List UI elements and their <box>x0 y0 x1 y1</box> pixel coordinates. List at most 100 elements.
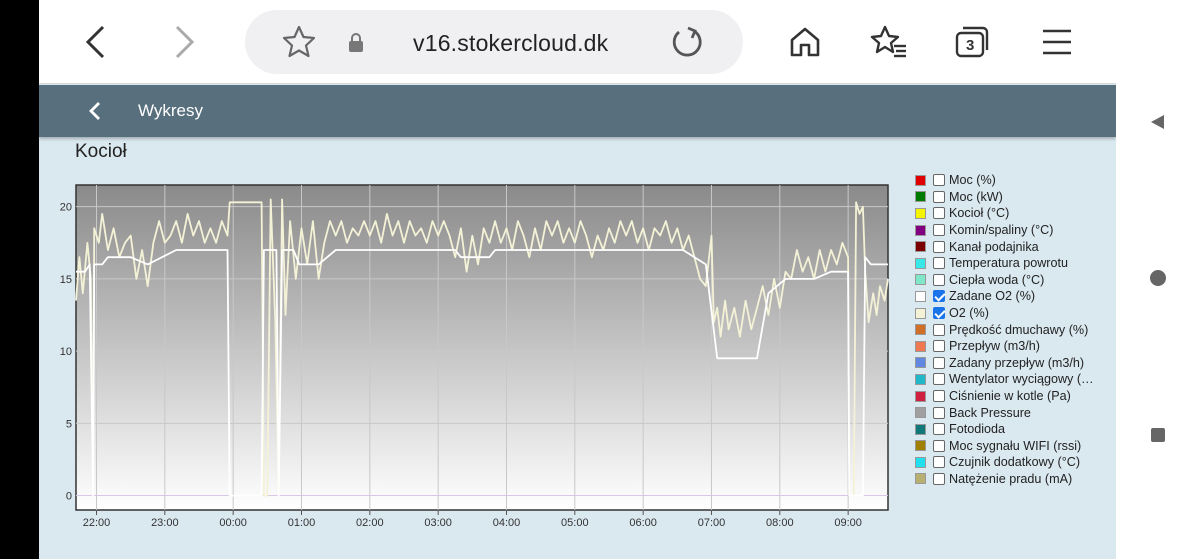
legend-label: Natężenie pradu (mA) <box>949 471 1073 486</box>
legend-item[interactable]: Moc (%) <box>915 172 1115 189</box>
system-back-button[interactable] <box>1142 106 1174 138</box>
legend-checkbox[interactable] <box>933 439 945 452</box>
legend-item[interactable]: Fotodioda <box>915 421 1115 438</box>
legend-checkbox[interactable] <box>933 224 945 237</box>
legend-swatch <box>915 207 926 219</box>
legend-checkbox[interactable] <box>933 290 945 303</box>
y-tick-label: 15 <box>60 274 72 286</box>
legend-swatch <box>915 357 926 369</box>
star-icon[interactable] <box>281 24 317 60</box>
legend-item[interactable]: Back Pressure <box>915 404 1115 421</box>
chevron-left-icon <box>85 25 105 59</box>
legend-swatch <box>915 340 926 352</box>
legend-item[interactable]: Moc (kW) <box>915 189 1115 206</box>
legend-item[interactable]: Komin/spaliny (°C) <box>915 222 1115 239</box>
x-tick-label: 05:00 <box>561 517 589 529</box>
legend-checkbox[interactable] <box>933 257 945 270</box>
x-tick-label: 03:00 <box>424 517 452 529</box>
x-tick-label: 09:00 <box>834 517 862 529</box>
system-recents-button[interactable] <box>1142 419 1174 451</box>
legend-checkbox[interactable] <box>933 323 945 336</box>
x-tick-label: 22:00 <box>83 517 111 529</box>
app-screen: v16.stokercloud.dk 3 Wykresy Kocioł <box>39 0 1116 559</box>
menu-button[interactable] <box>1037 22 1077 62</box>
legend-checkbox[interactable] <box>933 373 945 386</box>
y-tick-label: 10 <box>60 346 72 358</box>
home-icon <box>790 27 820 57</box>
x-tick-label: 23:00 <box>151 517 179 529</box>
legend-label: Moc (%) <box>949 173 996 188</box>
legend-label: Moc sygnału WIFI (rssi) <box>949 438 1082 453</box>
legend-item[interactable]: Prędkość dmuchawy (%) <box>915 321 1115 338</box>
legend-checkbox[interactable] <box>933 472 945 485</box>
legend-item[interactable]: Temperatura powrotu <box>915 255 1115 272</box>
tabs-icon <box>955 26 989 58</box>
legend-swatch <box>915 290 926 302</box>
chevron-right-icon <box>175 25 195 59</box>
legend-item[interactable]: Ciepła woda (°C) <box>915 272 1115 289</box>
x-tick-label: 07:00 <box>698 517 726 529</box>
x-tick-label: 02:00 <box>356 517 384 529</box>
legend-checkbox[interactable] <box>933 406 945 419</box>
x-tick-label: 01:00 <box>288 517 316 529</box>
x-axis: 22:00 23:00 00:00 01:00 02:00 03:00 04:00 05:00… <box>83 510 862 529</box>
legend-swatch <box>915 274 926 286</box>
series-line-zadane-o2 <box>76 249 888 497</box>
legend-checkbox[interactable] <box>933 423 945 436</box>
bookmarks-button[interactable] <box>869 22 909 62</box>
legend-label: Ciepła woda (°C) <box>949 272 1045 287</box>
legend-swatch <box>915 440 926 452</box>
circle-home-icon <box>1150 270 1166 286</box>
back-arrow-icon[interactable] <box>87 100 103 122</box>
legend-label: Fotodioda <box>949 422 1006 437</box>
back-button[interactable] <box>76 22 116 62</box>
y-tick-label: 0 <box>66 491 72 503</box>
legend-checkbox[interactable] <box>933 240 945 253</box>
app-header: Wykresy <box>39 85 1116 137</box>
legend-item[interactable]: Czujnik dodatkowy (°C) <box>915 454 1115 471</box>
legend-item[interactable]: Kanał podajnika <box>915 238 1115 255</box>
hamburger-menu-icon <box>1043 29 1071 55</box>
legend-item[interactable]: Zadane O2 (%) <box>915 288 1115 305</box>
y-axis: 0 5 10 15 20 <box>60 202 72 503</box>
system-home-button[interactable] <box>1142 262 1174 294</box>
address-bar[interactable]: v16.stokercloud.dk <box>245 10 743 74</box>
legend-swatch <box>915 407 926 419</box>
legend-swatch <box>915 456 926 468</box>
legend-item[interactable]: Kocioł (°C) <box>915 205 1115 222</box>
home-button[interactable] <box>785 22 825 62</box>
legend-swatch <box>915 224 926 236</box>
legend-label: Czujnik dodatkowy (°C) <box>949 455 1081 470</box>
legend-label: Zadane O2 (%) <box>949 289 1036 304</box>
legend-item[interactable]: Natężenie pradu (mA) <box>915 471 1115 488</box>
legend-item[interactable]: Ciśnienie w kotle (Pa) <box>915 388 1115 405</box>
legend-checkbox[interactable] <box>933 307 945 320</box>
legend-item[interactable]: Moc sygnału WIFI (rssi) <box>915 438 1115 455</box>
forward-button[interactable] <box>164 22 204 62</box>
legend-item[interactable]: O2 (%) <box>915 305 1115 322</box>
y-tick-label: 5 <box>66 418 72 430</box>
legend-checkbox[interactable] <box>933 190 945 203</box>
bookmarks-star-list-icon <box>870 25 906 58</box>
legend-swatch <box>915 174 926 186</box>
x-tick-label: 04:00 <box>493 517 521 529</box>
legend-swatch <box>915 257 926 269</box>
legend-checkbox[interactable] <box>933 340 945 353</box>
legend-item[interactable]: Przepływ (m3/h) <box>915 338 1115 355</box>
legend-checkbox[interactable] <box>933 174 945 187</box>
tabs-button[interactable]: 3 <box>952 22 992 62</box>
lock-icon <box>349 33 363 52</box>
legend-label: Komin/spaliny (°C) <box>949 223 1054 238</box>
url-text[interactable]: v16.stokercloud.dk <box>413 30 609 56</box>
legend-checkbox[interactable] <box>933 273 945 286</box>
legend-checkbox[interactable] <box>933 207 945 220</box>
legend-checkbox[interactable] <box>933 390 945 403</box>
legend-checkbox[interactable] <box>933 356 945 369</box>
system-navigation-bar <box>1116 0 1200 559</box>
legend-item[interactable]: Wentylator wyciągowy (… <box>915 371 1115 388</box>
legend-item[interactable]: Zadany przepływ (m3/h) <box>915 355 1115 372</box>
legend-swatch <box>915 423 926 435</box>
reload-icon[interactable] <box>669 24 705 60</box>
x-tick-label: 06:00 <box>629 517 657 529</box>
legend-checkbox[interactable] <box>933 456 945 469</box>
